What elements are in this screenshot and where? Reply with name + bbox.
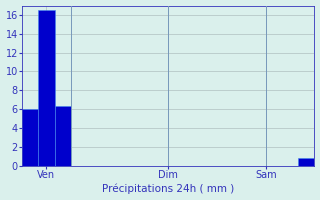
X-axis label: Précipitations 24h ( mm ): Précipitations 24h ( mm ) xyxy=(102,184,234,194)
Bar xyxy=(298,158,315,166)
Bar xyxy=(22,109,38,166)
Bar xyxy=(55,106,71,166)
Bar xyxy=(38,10,55,166)
